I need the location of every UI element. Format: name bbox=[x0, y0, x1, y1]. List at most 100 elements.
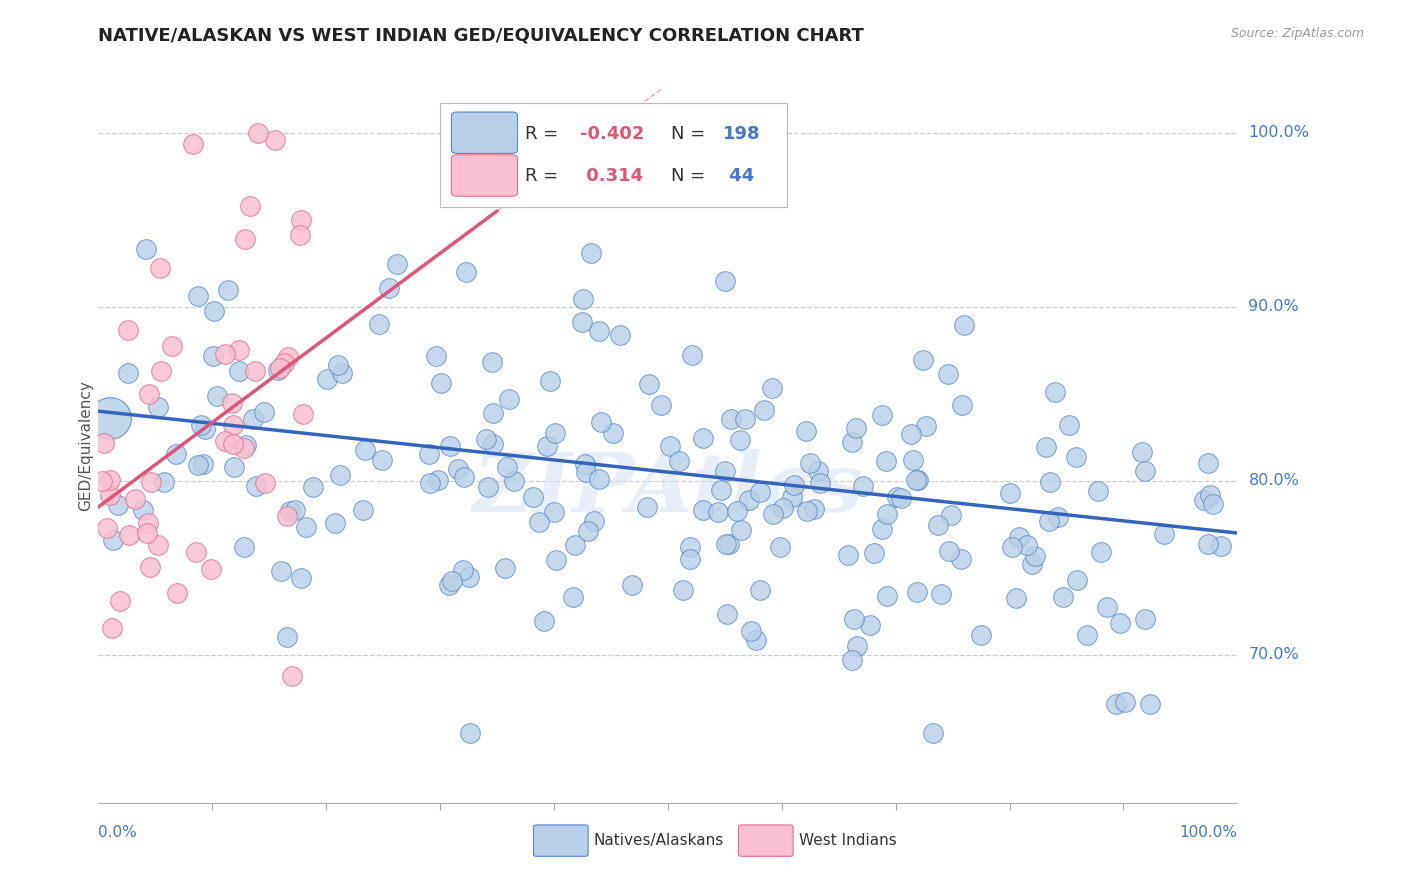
Point bbox=[288, 227, 311, 242]
Point bbox=[90, 475, 112, 489]
Point bbox=[761, 381, 783, 395]
Point bbox=[905, 473, 928, 487]
Point bbox=[678, 541, 700, 555]
Point bbox=[117, 323, 139, 337]
Point bbox=[224, 459, 246, 474]
Point bbox=[502, 475, 524, 489]
FancyBboxPatch shape bbox=[451, 155, 517, 196]
Point bbox=[714, 464, 737, 478]
Point bbox=[609, 328, 631, 343]
Point bbox=[575, 465, 598, 479]
Point bbox=[1046, 509, 1069, 524]
Point bbox=[214, 434, 236, 448]
Point bbox=[803, 501, 825, 516]
Point bbox=[205, 389, 228, 403]
Point bbox=[1035, 440, 1057, 454]
Point bbox=[638, 377, 661, 392]
Text: 70.0%: 70.0% bbox=[1249, 648, 1299, 663]
Point bbox=[135, 242, 157, 256]
Point bbox=[150, 364, 173, 378]
Y-axis label: GED/Equivalency: GED/Equivalency bbox=[77, 381, 93, 511]
Point bbox=[807, 464, 830, 478]
Point bbox=[269, 360, 291, 375]
Point bbox=[378, 281, 401, 295]
Point bbox=[367, 318, 389, 332]
Point bbox=[181, 136, 204, 151]
Point bbox=[184, 545, 207, 559]
Point bbox=[572, 292, 595, 306]
Point bbox=[326, 358, 349, 372]
Point bbox=[752, 403, 775, 417]
Point bbox=[636, 500, 658, 515]
Point bbox=[323, 516, 346, 530]
Point bbox=[901, 452, 924, 467]
Point bbox=[922, 726, 945, 740]
Point bbox=[290, 571, 312, 585]
Point bbox=[190, 418, 212, 433]
Point bbox=[762, 507, 785, 521]
Point bbox=[498, 392, 520, 406]
Point bbox=[876, 589, 898, 603]
Text: 90.0%: 90.0% bbox=[1249, 299, 1299, 314]
Point bbox=[1139, 698, 1161, 712]
Point bbox=[494, 561, 516, 575]
Point bbox=[588, 472, 610, 486]
Point bbox=[970, 627, 993, 641]
Text: -0.402: -0.402 bbox=[581, 125, 644, 143]
Point bbox=[536, 439, 558, 453]
Point bbox=[98, 473, 121, 487]
Point bbox=[139, 560, 162, 574]
Point bbox=[720, 411, 742, 425]
Point bbox=[1057, 418, 1080, 433]
Point bbox=[162, 339, 184, 353]
Point bbox=[228, 364, 250, 378]
Point bbox=[914, 419, 936, 434]
Point bbox=[863, 546, 886, 560]
Point bbox=[564, 538, 586, 552]
Point bbox=[1114, 696, 1136, 710]
Point bbox=[426, 473, 449, 487]
Point bbox=[621, 578, 644, 592]
Point bbox=[141, 475, 163, 490]
Point bbox=[543, 505, 565, 519]
Point bbox=[543, 169, 565, 184]
Point bbox=[912, 352, 935, 367]
Point bbox=[929, 587, 952, 601]
Point bbox=[235, 438, 257, 452]
Point bbox=[1087, 484, 1109, 499]
Point bbox=[135, 525, 157, 540]
Point bbox=[1000, 486, 1022, 500]
Point bbox=[221, 396, 243, 410]
Point bbox=[238, 199, 260, 213]
Point bbox=[1130, 444, 1153, 458]
Point bbox=[439, 577, 461, 591]
Point bbox=[201, 349, 224, 363]
Point bbox=[1153, 527, 1175, 541]
Point bbox=[108, 594, 131, 608]
Point bbox=[1197, 456, 1219, 470]
Text: NATIVE/ALASKAN VS WEST INDIAN GED/EQUIVALENCY CORRELATION CHART: NATIVE/ALASKAN VS WEST INDIAN GED/EQUIVA… bbox=[98, 27, 865, 45]
Point bbox=[166, 586, 188, 600]
Point bbox=[270, 564, 292, 578]
Point bbox=[952, 318, 974, 332]
Point bbox=[876, 507, 898, 521]
Point bbox=[927, 517, 949, 532]
Point bbox=[1194, 493, 1216, 508]
Point bbox=[371, 453, 394, 467]
Point bbox=[1064, 450, 1087, 465]
Point bbox=[202, 304, 225, 318]
Text: 198: 198 bbox=[723, 125, 761, 143]
Point bbox=[233, 232, 256, 246]
Point bbox=[588, 324, 610, 338]
Point bbox=[529, 515, 551, 529]
Point bbox=[1066, 573, 1088, 587]
Point bbox=[228, 343, 250, 357]
Point bbox=[302, 480, 325, 494]
Point bbox=[418, 447, 440, 461]
Point bbox=[707, 505, 730, 519]
Point bbox=[905, 585, 928, 599]
Point bbox=[267, 362, 290, 376]
Point bbox=[193, 421, 215, 435]
Point bbox=[650, 399, 672, 413]
Text: 0.0%: 0.0% bbox=[98, 825, 138, 840]
